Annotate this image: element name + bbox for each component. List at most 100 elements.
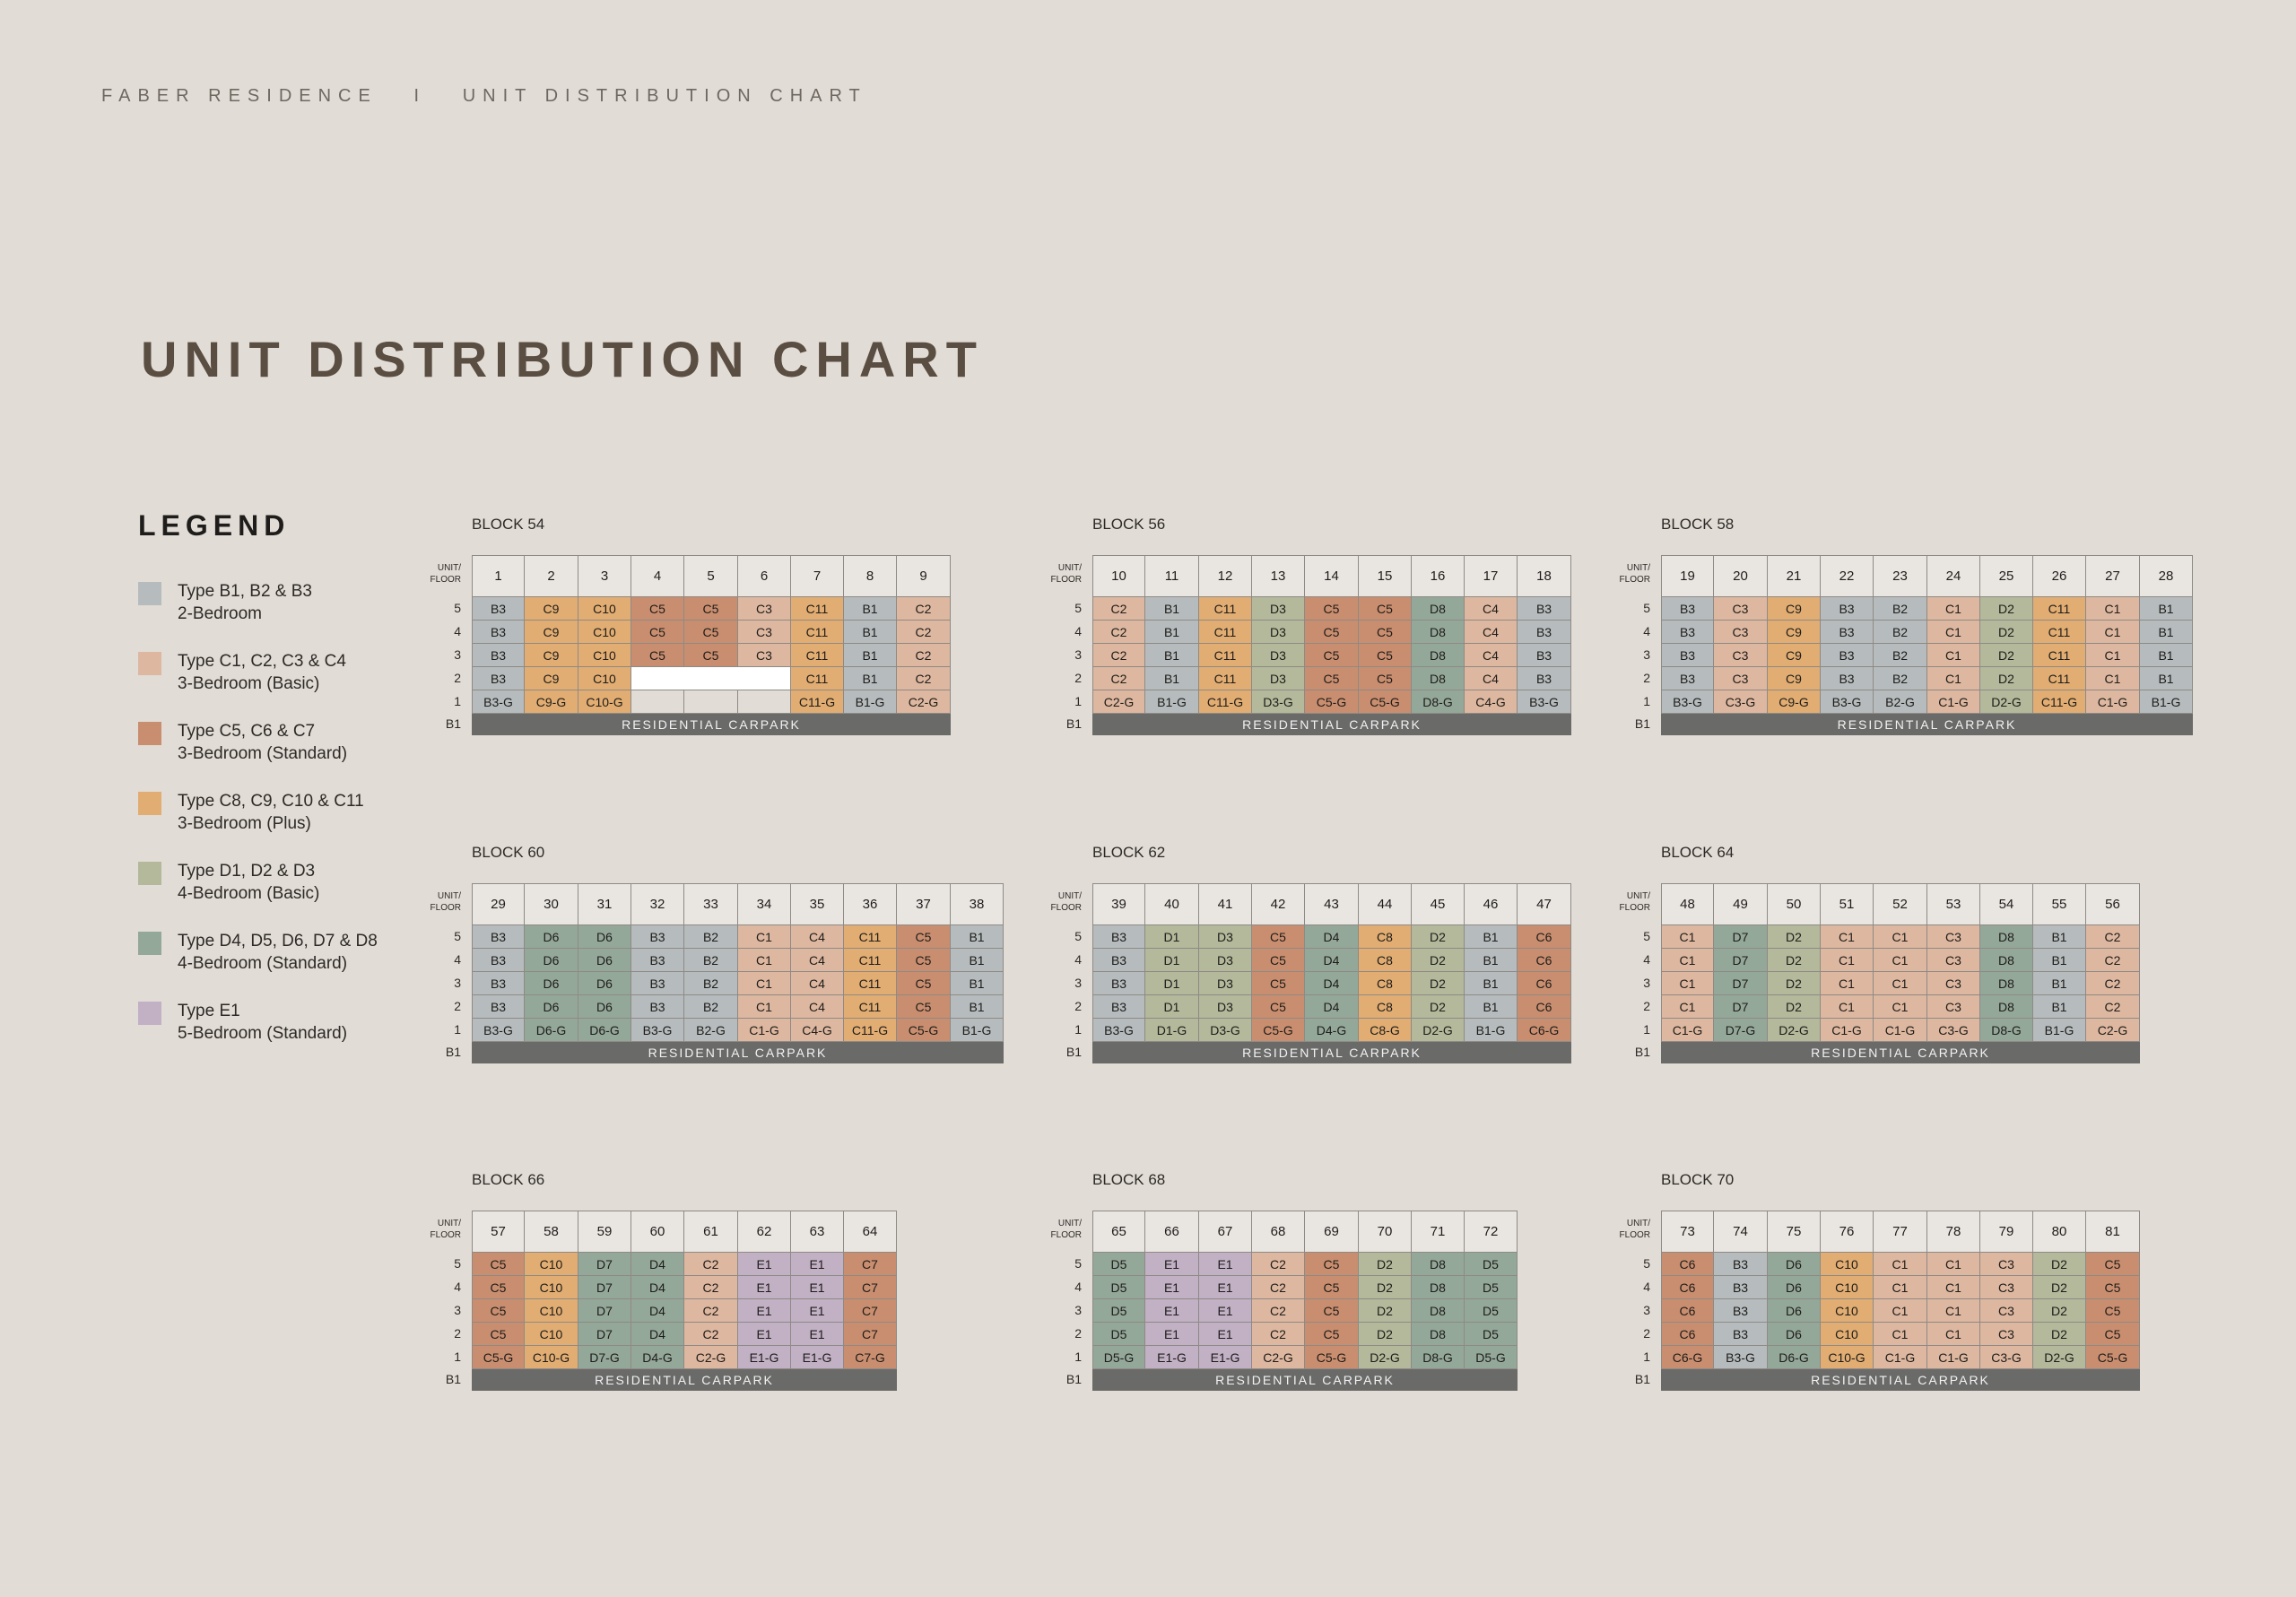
unit-type-cell: C1-G xyxy=(738,1019,791,1042)
unit-type-cell: C10 xyxy=(578,667,631,690)
unit-number-cell: 42 xyxy=(1252,883,1305,925)
unit-floor-label: UNIT/FLOOR xyxy=(1050,1219,1082,1240)
unit-type-cell: C5 xyxy=(897,949,951,972)
floor-label: 3 xyxy=(454,976,461,990)
unit-type-cell: C1-G xyxy=(1821,1019,1874,1042)
unit-type-cell: C7 xyxy=(844,1299,897,1323)
unit-type-cell: D4 xyxy=(1305,949,1359,972)
legend-item: Type D4, D5, D6, D7 & D8 4-Bedroom (Stand… xyxy=(138,930,434,1000)
unit-type-cell: B1 xyxy=(951,949,1004,972)
unit-type-cell: E1 xyxy=(1145,1253,1199,1276)
unit-type-cell: B2 xyxy=(684,925,738,949)
unit-type-cell: D8-G xyxy=(1412,1346,1465,1369)
unit-type-cell: C1 xyxy=(1927,597,1980,621)
unit-number-cell: 18 xyxy=(1518,555,1571,597)
unit-number-cell: 62 xyxy=(738,1211,791,1253)
unit-type-cell: C1 xyxy=(738,925,791,949)
unit-type-cell: D1 xyxy=(1145,949,1199,972)
unit-type-cell: C2 xyxy=(1252,1299,1305,1323)
unit-type-cell: C2 xyxy=(1252,1276,1305,1299)
unit-type-cell: C11 xyxy=(1199,621,1252,644)
unit-type-cell: C5 xyxy=(1252,949,1305,972)
unit-floor-label: UNIT/FLOOR xyxy=(1619,1219,1650,1240)
unit-number-cell: 52 xyxy=(1874,883,1927,925)
unit-type-cell: C1 xyxy=(738,995,791,1019)
unit-type-cell: D4 xyxy=(631,1253,684,1276)
unit-type-cell: D3-G xyxy=(1199,1019,1252,1042)
floor-label-basement: B1 xyxy=(445,716,461,731)
unit-type-cell: C1 xyxy=(1661,925,1714,949)
legend-bedroom-label: 3-Bedroom (Standard) xyxy=(178,744,348,763)
residential-carpark-bar: RESIDENTIAL CARPARK xyxy=(472,1369,897,1391)
unit-number-cell: 69 xyxy=(1305,1211,1359,1253)
unit-type-cell: B1 xyxy=(844,644,897,667)
unit-type-cell: C2 xyxy=(1092,621,1145,644)
legend-bedroom-label: 4-Bedroom (Basic) xyxy=(178,884,320,903)
unit-type-cell: C1 xyxy=(1874,1299,1927,1323)
floor-label: 3 xyxy=(1074,647,1082,662)
floor-label: 1 xyxy=(1074,1022,1082,1037)
unit-type-cell: D7 xyxy=(1714,949,1768,972)
unit-number-cell: 5 xyxy=(684,555,738,597)
unit-type-cell: C7 xyxy=(844,1253,897,1276)
unit-type-cell: C5-G xyxy=(472,1346,525,1369)
unit-type-cell: C5 xyxy=(1305,621,1359,644)
unit-type-cell: B3 xyxy=(1518,621,1571,644)
unit-number-cell: 48 xyxy=(1661,883,1714,925)
unit-type-cell: C8 xyxy=(1359,949,1412,972)
unit-type-cell: C1 xyxy=(1821,995,1874,1019)
unit-type-cell: D2 xyxy=(1768,925,1821,949)
page-title: UNIT DISTRIBUTION CHART xyxy=(141,331,984,387)
legend-text: Type E1 5-Bedroom (Standard) xyxy=(178,1000,347,1045)
unit-type-cell: C4-G xyxy=(1465,690,1518,714)
unit-type-cell: C1 xyxy=(1927,644,1980,667)
unit-number-cell: 78 xyxy=(1927,1211,1980,1253)
legend-type-label: Type D1, D2 & D3 xyxy=(178,862,316,881)
unit-type-cell: C5 xyxy=(2086,1276,2140,1299)
unit-type-cell: C5-G xyxy=(1305,1346,1359,1369)
unit-type-cell: B3 xyxy=(1092,995,1145,1019)
block-title: BLOCK 68 xyxy=(1092,1171,1166,1188)
unit-type-cell: D2 xyxy=(1768,972,1821,995)
residential-carpark-bar: RESIDENTIAL CARPARK xyxy=(1661,1369,2140,1391)
unit-type-cell: B3-G xyxy=(1714,1346,1768,1369)
unit-type-cell: B3 xyxy=(1661,667,1714,690)
unit-type-cell: D8 xyxy=(1412,1323,1465,1346)
unit-type-cell: C3 xyxy=(1980,1323,2033,1346)
unit-type-cell: C1 xyxy=(1874,972,1927,995)
unit-type-cell: C9 xyxy=(1768,667,1821,690)
block-title: BLOCK 56 xyxy=(1092,516,1166,533)
floor-label: 4 xyxy=(454,952,461,967)
unit-number-cell: 73 xyxy=(1661,1211,1714,1253)
unit-type-cell: E1 xyxy=(738,1253,791,1276)
unit-number-cell: 27 xyxy=(2086,555,2140,597)
unit-type-cell: B1 xyxy=(951,972,1004,995)
unit-type-cell: C8 xyxy=(1359,995,1412,1019)
unit-type-cell: D8-G xyxy=(1412,690,1465,714)
unit-type-cell: C1 xyxy=(2086,644,2140,667)
block-title: BLOCK 70 xyxy=(1661,1171,1735,1188)
unit-type-cell: B3 xyxy=(472,597,525,621)
unit-number-cell: 21 xyxy=(1768,555,1821,597)
floor-label: 5 xyxy=(454,601,461,615)
unit-number-cell: 39 xyxy=(1092,883,1145,925)
floor-label: 3 xyxy=(454,1303,461,1317)
unit-type-cell: C10 xyxy=(578,597,631,621)
unit-type-cell: C3-G xyxy=(1980,1346,2033,1369)
unit-type-cell: C1 xyxy=(1874,949,1927,972)
unit-type-cell: C3 xyxy=(1927,972,1980,995)
floor-label: 4 xyxy=(1074,952,1082,967)
unit-type-cell: D6 xyxy=(1768,1276,1821,1299)
unit-type-cell: B2 xyxy=(684,972,738,995)
unit-type-cell: D4 xyxy=(631,1276,684,1299)
legend-swatch xyxy=(138,1002,161,1025)
unit-type-cell: D8 xyxy=(1980,995,2033,1019)
unit-type-cell: B3 xyxy=(1821,597,1874,621)
unit-type-cell: C1 xyxy=(1927,1276,1980,1299)
floor-label: 5 xyxy=(1074,1256,1082,1271)
unit-type-cell: C2 xyxy=(897,667,951,690)
unit-type-cell: C3 xyxy=(738,644,791,667)
unit-type-cell: C11-G xyxy=(1199,690,1252,714)
floor-label: 1 xyxy=(1643,1350,1650,1364)
legend-bedroom-label: 3-Bedroom (Basic) xyxy=(178,674,320,693)
